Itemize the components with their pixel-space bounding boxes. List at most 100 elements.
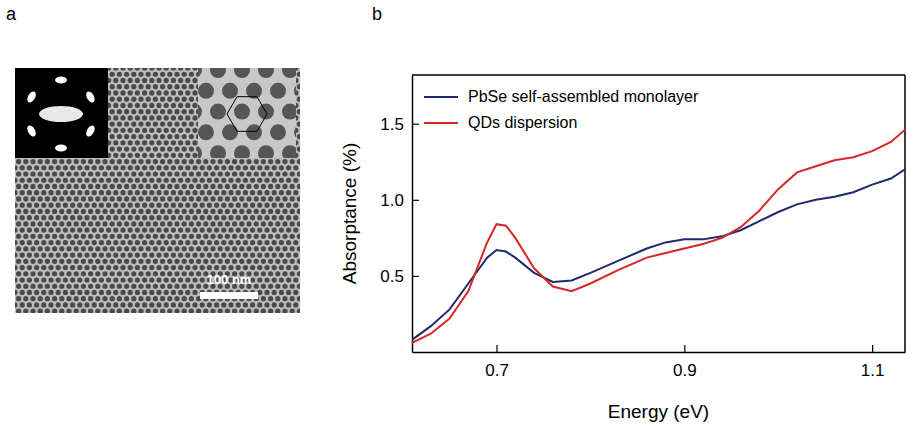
- particle: [167, 309, 172, 313]
- particle: [30, 209, 35, 214]
- particle: [198, 68, 202, 78]
- particle: [15, 240, 18, 245]
- particle: [221, 265, 226, 270]
- particle: [254, 159, 259, 164]
- particle: [117, 109, 122, 114]
- particle: [142, 165, 147, 170]
- particle: [113, 302, 118, 307]
- particle: [15, 277, 18, 282]
- particle: [102, 234, 107, 239]
- tick-mark: [872, 345, 873, 352]
- particle: [99, 190, 104, 195]
- particle: [268, 259, 273, 264]
- particle: [272, 190, 277, 195]
- particle: [234, 145, 250, 158]
- tick-label: 0.7: [485, 361, 509, 380]
- particle: [30, 171, 35, 176]
- particle: [102, 271, 107, 276]
- particle: [56, 165, 61, 170]
- particle: [160, 184, 165, 189]
- particle: [192, 178, 197, 183]
- particle: [142, 103, 147, 108]
- particle: [59, 284, 64, 289]
- particle: [200, 277, 205, 282]
- particle: [153, 296, 158, 301]
- particle: [63, 190, 68, 195]
- tick-label: 0.5: [380, 267, 404, 286]
- particle: [290, 171, 295, 176]
- particle: [77, 240, 82, 245]
- particle: [149, 277, 154, 282]
- particle: [156, 228, 161, 233]
- particle: [74, 171, 79, 176]
- particle: [232, 209, 237, 214]
- particle: [106, 228, 111, 233]
- particle: [282, 296, 287, 301]
- particle: [221, 178, 226, 183]
- particle: [30, 296, 35, 301]
- particle: [297, 296, 300, 301]
- particle: [124, 196, 129, 201]
- particle: [95, 209, 100, 214]
- particle: [27, 252, 32, 257]
- particle: [207, 252, 212, 257]
- particle: [63, 228, 68, 233]
- particle: [70, 215, 75, 220]
- particle: [153, 209, 158, 214]
- particle: [214, 203, 219, 208]
- particle: [174, 309, 179, 313]
- particle: [254, 221, 259, 226]
- particle: [153, 109, 158, 114]
- particle: [268, 159, 273, 164]
- particle: [99, 165, 104, 170]
- particle: [156, 90, 161, 95]
- particle: [254, 259, 259, 264]
- particle: [185, 190, 190, 195]
- particle: [45, 309, 50, 313]
- particle: [117, 221, 122, 226]
- particle: [92, 265, 97, 270]
- particle: [171, 153, 176, 158]
- particle: [138, 122, 143, 127]
- particle: [272, 252, 277, 257]
- particle: [63, 265, 68, 270]
- particle: [189, 97, 194, 102]
- particle: [153, 171, 158, 176]
- particle: [135, 103, 140, 108]
- particle: [232, 221, 237, 226]
- particle: [113, 115, 118, 120]
- particle: [290, 284, 295, 289]
- particle: [142, 78, 147, 83]
- particle: [254, 309, 259, 313]
- tick-mark: [412, 200, 419, 201]
- particle: [117, 184, 122, 189]
- particle: [23, 196, 28, 201]
- particle: [131, 134, 136, 139]
- particle: [149, 290, 154, 295]
- particle: [178, 178, 183, 183]
- particle: [149, 165, 154, 170]
- particle: [120, 78, 125, 83]
- particle: [239, 196, 244, 201]
- particle: [268, 284, 273, 289]
- particle: [239, 259, 244, 264]
- particle: [88, 221, 93, 226]
- inset-background: [15, 68, 108, 158]
- particle: [297, 284, 300, 289]
- particle: [182, 159, 187, 164]
- particle: [38, 259, 43, 264]
- particle: [200, 165, 205, 170]
- particle: [52, 259, 57, 264]
- particle: [45, 271, 50, 276]
- particle: [106, 190, 111, 195]
- particle: [74, 196, 79, 201]
- particle: [261, 221, 266, 226]
- particle: [52, 296, 57, 301]
- particle: [117, 259, 122, 264]
- particle: [113, 228, 118, 233]
- particle: [149, 215, 154, 220]
- particle: [171, 302, 176, 307]
- particle: [264, 178, 269, 183]
- particle: [207, 165, 212, 170]
- particle: [77, 178, 82, 183]
